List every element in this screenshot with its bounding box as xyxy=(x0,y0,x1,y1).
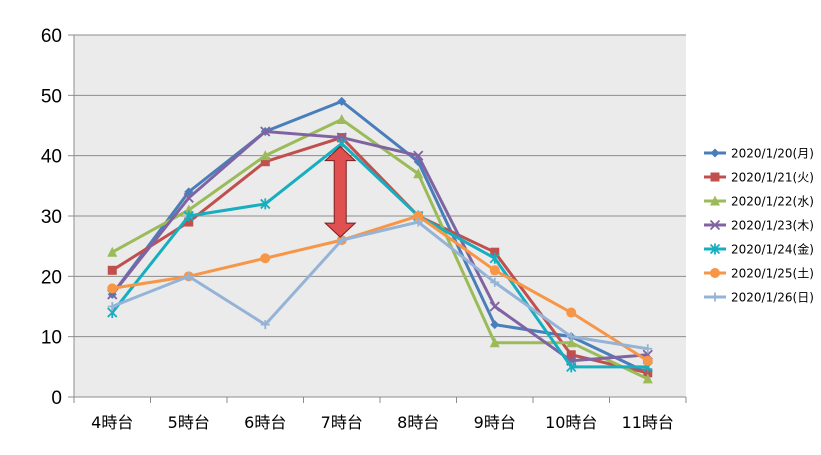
series-4-point-3 xyxy=(336,138,347,150)
x-tick-label-6: 10時台 xyxy=(545,413,597,432)
series-6-point-6 xyxy=(566,332,576,342)
legend-item-4: 2020/1/24(金) xyxy=(704,242,814,257)
x-tick-label-3: 7時台 xyxy=(321,413,363,432)
legend-label-5: 2020/1/25(土) xyxy=(731,267,814,281)
series-line-1 xyxy=(111,136,649,375)
x-tick-label-4: 8時台 xyxy=(397,413,439,432)
annotation-double-arrow-0 xyxy=(323,145,357,238)
legend-item-5: 2020/1/25(土) xyxy=(704,267,814,281)
legend-item-1: 2020/1/21(火) xyxy=(704,171,814,185)
legend-marker-2 xyxy=(710,195,720,206)
series-6-point-1 xyxy=(184,271,194,281)
series-5-point-2 xyxy=(260,253,271,264)
series-2-point-2 xyxy=(260,150,271,161)
series-2-point-4 xyxy=(413,168,424,179)
series-line-4 xyxy=(111,142,648,369)
series-2-point-1 xyxy=(183,204,194,215)
series-4-point-1 xyxy=(183,210,194,222)
series-1-point-1 xyxy=(184,217,194,227)
series-1-point-6 xyxy=(566,350,576,360)
series-6-point-5 xyxy=(490,277,500,287)
series-5-point-4 xyxy=(413,211,424,221)
y-tick-label-40: 40 xyxy=(41,147,62,168)
series-6-point-0 xyxy=(107,302,117,311)
legend-label-3: 2020/1/23(木) xyxy=(731,219,814,233)
series-line-5 xyxy=(112,214,649,363)
series-5-point-0 xyxy=(107,283,118,294)
series-2-point-3 xyxy=(336,113,347,124)
legend-item-3: 2020/1/23(木) xyxy=(704,219,814,233)
legend-marker-6 xyxy=(710,292,720,302)
y-tick-label-50: 50 xyxy=(41,86,62,107)
legend-marker-1 xyxy=(710,172,720,182)
series-3-point-2 xyxy=(260,126,271,137)
legend-item-6: 2020/1/26(日) xyxy=(704,291,814,305)
series-5-point-7 xyxy=(642,355,653,366)
legend-marker-0 xyxy=(710,148,720,158)
series-1-point-0 xyxy=(107,265,117,275)
series-0-point-3 xyxy=(337,96,347,106)
x-tick-label-7: 11時台 xyxy=(622,413,674,432)
series-2-point-5 xyxy=(489,337,500,348)
y-tick-label-10: 10 xyxy=(41,328,62,349)
series-1-point-7 xyxy=(643,368,653,378)
x-tick-label-5: 9時台 xyxy=(474,413,516,432)
x-tick-label-2: 6時台 xyxy=(244,413,286,432)
legend-label-4: 2020/1/24(金) xyxy=(731,242,814,257)
legend-label-2: 2020/1/22(水) xyxy=(731,195,814,209)
y-tick-label-30: 30 xyxy=(41,207,62,228)
series-1-point-5 xyxy=(490,247,500,257)
legend-label-0: 2020/1/20(月) xyxy=(731,147,814,161)
series-5-point-6 xyxy=(566,307,577,318)
series-4-point-6 xyxy=(566,361,577,373)
series-1-point-2 xyxy=(260,157,270,167)
legend-marker-5 xyxy=(710,268,720,278)
series-4-point-2 xyxy=(260,198,271,210)
legend-item-2: 2020/1/22(水) xyxy=(704,195,814,209)
series-3-point-4 xyxy=(413,150,424,161)
series-6-point-2 xyxy=(260,320,270,330)
series-6-point-7 xyxy=(643,344,653,354)
series-3-point-1 xyxy=(183,192,194,204)
series-2-point-6 xyxy=(566,337,577,348)
legend-marker-3 xyxy=(709,219,721,231)
series-6-point-3 xyxy=(337,235,347,245)
y-tick-label-60: 60 xyxy=(41,26,62,47)
series-5-point-5 xyxy=(489,265,500,276)
series-line-3 xyxy=(111,130,648,363)
series-line-0 xyxy=(111,99,649,375)
legend-label-1: 2020/1/21(火) xyxy=(731,171,814,185)
legend-label-6: 2020/1/26(日) xyxy=(731,291,814,305)
y-tick-label-0: 0 xyxy=(51,388,62,409)
series-2-point-0 xyxy=(107,246,118,257)
x-tick-label-1: 5時台 xyxy=(168,413,210,432)
series-4-point-5 xyxy=(489,252,500,264)
series-3-point-5 xyxy=(489,301,500,312)
legend-marker-4 xyxy=(709,243,721,255)
series-0-point-5 xyxy=(490,320,500,330)
series-6 xyxy=(107,217,653,354)
series-6-point-4 xyxy=(413,217,423,227)
y-tick-label-20: 20 xyxy=(41,267,62,288)
series-line-6 xyxy=(111,220,648,351)
legend-item-0: 2020/1/20(月) xyxy=(704,147,814,161)
x-tick-label-0: 4時台 xyxy=(91,413,133,432)
series-2-point-7 xyxy=(642,373,653,384)
